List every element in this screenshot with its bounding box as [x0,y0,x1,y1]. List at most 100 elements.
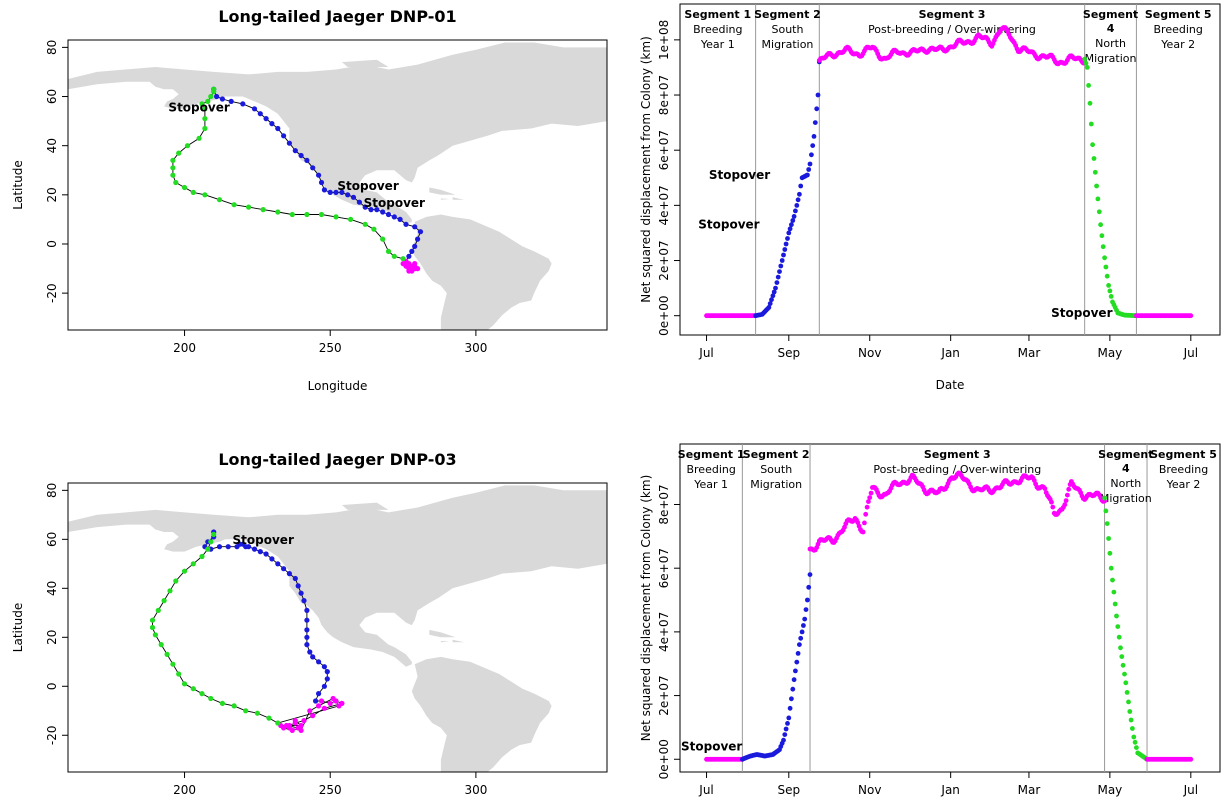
location-point [400,261,406,267]
stopover-label: Stopover [698,218,759,232]
data-point [1088,121,1094,127]
data-point [1128,717,1134,723]
location-point [260,207,266,213]
location-point [149,617,156,623]
location-point [406,253,412,259]
location-point [190,686,196,692]
x-tick-label: Sep [777,783,800,797]
land-mass [68,485,607,667]
data-point [805,597,810,603]
x-tick-label: Mar [1018,783,1041,797]
data-point [773,285,778,291]
data-point [1120,662,1126,668]
land-mass [435,71,482,90]
data-point [789,222,794,228]
location-point [289,211,295,218]
segment-title: Segment [1083,8,1138,21]
location-point [216,197,223,203]
data-point [1102,495,1107,501]
data-point [785,236,790,241]
location-point [316,659,322,665]
data-point [786,715,792,721]
data-point [777,269,782,274]
data-point [815,92,821,98]
land-mass [435,514,482,532]
location-point [292,148,298,154]
location-point [397,216,403,222]
data-point [1134,745,1139,750]
location-point [275,720,281,726]
location-point [263,116,269,122]
data-point [795,651,801,656]
data-point [1086,83,1091,88]
segment-subtitle: Breeding [1154,23,1203,36]
y-tick-label: 2e+07 [657,675,671,715]
segment-subtitle: Post-breeding / Over-wintering [868,23,1036,36]
location-point [202,125,208,132]
segment-number: 4 [1122,462,1130,475]
land-mass [68,42,607,225]
location-point [211,531,217,538]
y-tick-label: 80 [45,483,59,498]
y-tick-label: -20 [45,725,59,745]
data-point [778,263,784,269]
data-point [795,197,801,203]
data-point [781,737,786,743]
stopover-label: Stopover [168,100,229,114]
segment-subtitle: Year 2 [1160,38,1195,51]
location-point [167,588,173,594]
data-point [814,106,820,112]
data-point [1119,654,1125,659]
data-point [1087,100,1093,106]
segment-title: Segment 3 [924,448,991,461]
y-tick-label: 60 [45,89,59,104]
data-point [1104,273,1110,279]
data-point [1042,486,1048,491]
x-tick-label: 200 [173,783,196,797]
location-point [304,627,310,633]
segment-subtitle: Migration [1100,492,1152,505]
stopover-label: Stopover [233,533,294,547]
x-tick-label: 200 [173,341,196,355]
x-tick-label: Jul [698,346,713,360]
location-point [158,642,164,648]
plot-frame [679,3,1221,336]
y-tick-label: 80 [45,40,59,55]
y-tick-label: 20 [45,630,59,645]
location-point [161,598,167,604]
segment-subtitle: Migration [1085,52,1137,65]
x-tick-label: May [1097,346,1122,360]
x-tick-label: Jul [1183,783,1198,797]
data-point [1123,680,1129,686]
location-point [181,184,188,191]
stopover-label: Stopover [337,179,398,193]
location-point [231,703,237,709]
location-point [202,192,208,198]
data-point [774,280,780,285]
land-mass [440,641,450,643]
nsd2-panel: Segment 1 Breeding Year 1 Segment 2 South Mig… [639,443,1221,797]
segment-title: Segment 2 [743,448,810,461]
location-point [208,695,214,702]
y-tick-label: 0 [45,682,59,690]
location-point [310,654,316,660]
data-point [864,504,870,510]
x-tick-label: Jul [698,783,713,797]
data-point [1108,294,1114,299]
segment-subtitle: Year 2 [1166,478,1201,491]
data-point [1110,577,1115,583]
location-point [246,544,252,550]
map2-panel: 200 250 300 -20 0 20 40 60 80 Long-tailed Jaeger … [11,450,608,797]
x-tick-label: Jul [1183,346,1198,360]
location-point [251,546,258,552]
data-point [1107,550,1113,556]
data-point [770,293,776,299]
land-mass [452,639,465,643]
location-point [417,229,424,235]
data-point [1094,183,1099,189]
data-point [1127,709,1133,714]
data-point [1188,756,1194,762]
data-point [1065,492,1070,498]
location-point [275,125,281,132]
location-point [301,718,307,724]
